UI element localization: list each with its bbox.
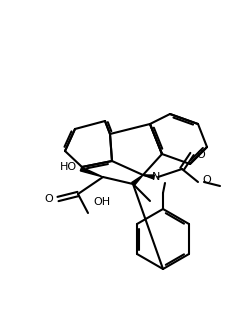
Text: N: N (152, 172, 160, 182)
Polygon shape (143, 175, 154, 179)
Text: O: O (44, 194, 53, 204)
Polygon shape (132, 175, 143, 186)
Text: O: O (202, 175, 211, 185)
Text: OH: OH (93, 197, 110, 207)
Text: HO: HO (60, 162, 77, 172)
Text: O: O (196, 150, 205, 160)
Polygon shape (80, 167, 103, 177)
